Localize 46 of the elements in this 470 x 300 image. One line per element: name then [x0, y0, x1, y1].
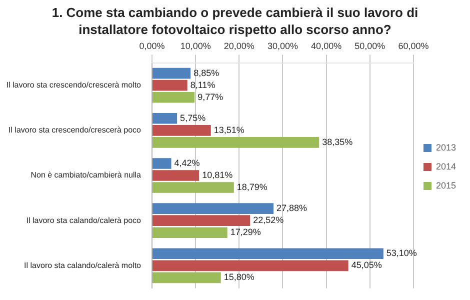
bar — [152, 215, 250, 226]
data-label: 9,77% — [198, 92, 224, 102]
y-tick-label: Il lavoro sta calando/calerà poco — [26, 216, 142, 225]
data-label: 13,51% — [214, 124, 244, 135]
x-tick-label: 0,00% — [139, 40, 165, 51]
bar — [152, 68, 191, 79]
data-label: 22,52% — [253, 215, 284, 226]
bar — [152, 92, 195, 103]
data-label: 17,29% — [230, 227, 261, 238]
bar — [152, 182, 234, 193]
x-tick-label: 20,00% — [224, 40, 254, 51]
y-tick-label: Non è cambiato/cambierà nulla — [30, 170, 142, 180]
data-label: 8,11% — [190, 80, 216, 90]
bar — [152, 112, 178, 124]
bar — [152, 227, 228, 238]
bar — [152, 137, 320, 148]
data-label: 45,05% — [351, 260, 382, 270]
data-label: 15,80% — [224, 272, 254, 282]
bar — [152, 272, 221, 284]
data-label: 53,10% — [386, 248, 417, 258]
x-tick-label: 50,00% — [354, 40, 386, 51]
bar — [152, 80, 188, 91]
x-tick-label: 60,00% — [398, 40, 429, 51]
bar — [152, 203, 274, 214]
x-tick-label: 30,00% — [267, 40, 298, 51]
bar — [152, 260, 348, 272]
data-label: 27,88% — [276, 203, 308, 214]
legend-label: 2015 — [436, 180, 456, 190]
bar — [152, 125, 211, 136]
bar — [152, 170, 200, 181]
data-label: 10,81% — [202, 170, 233, 180]
legend-label: 2013 — [436, 142, 456, 152]
legend-label: 2014 — [436, 161, 456, 172]
data-label: 4,42% — [174, 158, 200, 168]
bar — [152, 158, 172, 169]
chart-title: 1. Come sta cambiando o prevede cambierà il suo lavoro di installatore fotovoltaico rispetto allo scorso anno? — [50, 4, 420, 38]
x-tick-label: 10,00% — [180, 40, 211, 51]
y-tick-label: Il lavoro sta crescendo/crescerà molto — [6, 80, 142, 90]
data-label: 8,85% — [194, 68, 220, 78]
data-label: 5,75% — [180, 112, 206, 123]
bar — [152, 248, 384, 260]
data-label: 18,79% — [236, 182, 268, 192]
x-tick-label: 40,00% — [311, 40, 342, 51]
y-tick-label: Il lavoro sta calando/calerà molto — [24, 260, 142, 270]
y-tick-label: Il lavoro sta crescendo/crescerà poco — [8, 126, 142, 135]
data-label: 38,35% — [322, 136, 353, 147]
